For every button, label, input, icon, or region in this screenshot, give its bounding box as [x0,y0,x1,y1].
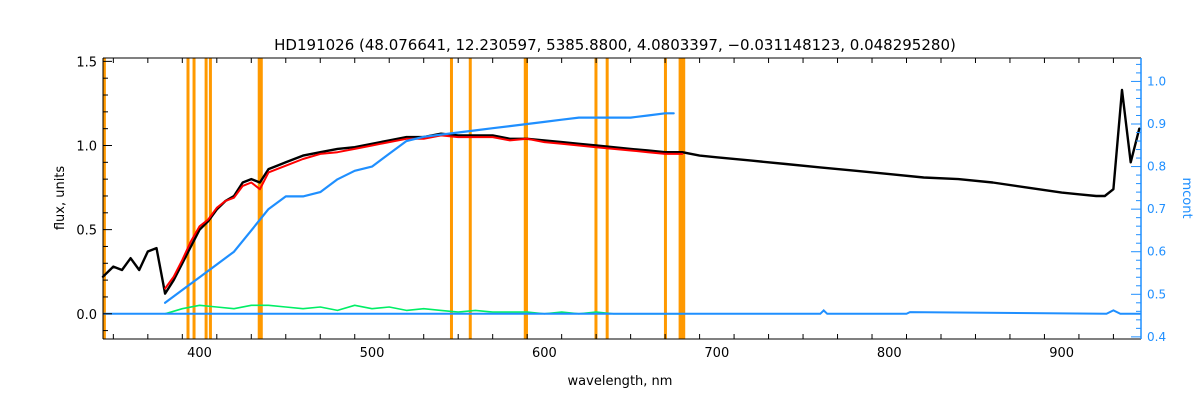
chart-title: HD191026 (48.076641, 12.230597, 5385.880… [274,36,956,54]
series-model-line [164,134,684,290]
x-tick-label: 600 [532,346,557,361]
series-observed-line [101,88,1141,295]
y-tick-label: 0.5 [76,224,97,239]
y2-tick-label: 0.9 [1147,117,1166,131]
y2-tick-label: 0.4 [1147,330,1166,344]
y2-tick-label: 0.7 [1147,202,1166,216]
y-tick-label: 1.0 [76,139,97,154]
x-axis-label: wavelength, nm [568,374,673,389]
y2-tick-label: 0.6 [1147,245,1166,259]
series-mcont-line [164,112,675,304]
x-tick-label: 900 [1049,346,1074,361]
y-axis-label: flux, units [53,166,68,231]
x-axis: 400 500 600 700 800 900 [112,58,1114,361]
y-tick-label: 0.0 [76,308,97,323]
series-layer [101,88,1141,315]
series-mcont-baseline [103,308,1141,315]
x-tick-label: 500 [360,346,385,361]
y2-tick-label: 1.0 [1147,74,1166,88]
plot-frame [102,57,1142,340]
series-residual-line [164,304,684,315]
x-tick-label: 800 [877,346,902,361]
mask-lines [102,58,686,339]
y2-axis-label: mcont [1179,177,1194,218]
x-tick-label: 400 [187,346,212,361]
x-tick-label: 700 [704,346,729,361]
y2-tick-label: 0.5 [1147,287,1166,301]
y-axis: 0.0 0.5 1.0 1.5 [76,55,112,332]
y2-axis: 0.4 0.5 0.6 0.7 0.8 0.9 1.0 [1131,63,1166,344]
y-tick-label: 1.5 [76,55,97,70]
y2-tick-label: 0.8 [1147,160,1166,174]
plot-area [103,58,1141,339]
plot-background [103,58,1141,339]
